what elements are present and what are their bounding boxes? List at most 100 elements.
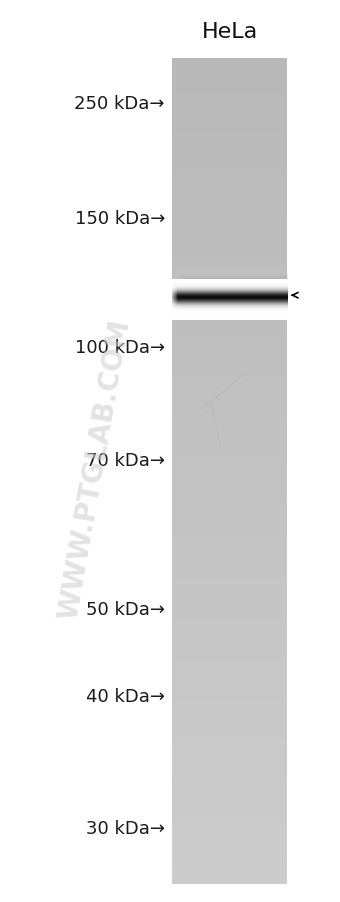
Bar — [172, 587, 287, 589]
Bar — [172, 265, 287, 267]
Bar — [172, 63, 287, 65]
Bar — [172, 490, 287, 492]
Bar — [172, 778, 287, 781]
Bar — [172, 67, 287, 69]
Bar — [172, 826, 287, 828]
Bar — [172, 725, 287, 727]
Bar — [172, 509, 287, 511]
Bar — [172, 558, 287, 560]
Bar — [172, 339, 287, 341]
Bar — [172, 791, 287, 793]
Bar — [172, 298, 287, 300]
Bar — [172, 294, 287, 296]
Bar — [172, 455, 287, 456]
Bar — [172, 642, 287, 645]
Bar — [172, 448, 287, 451]
Bar — [172, 142, 287, 143]
Bar — [172, 603, 287, 605]
Bar — [172, 676, 287, 677]
Bar — [172, 197, 287, 199]
Bar — [172, 286, 287, 288]
Bar — [172, 695, 287, 696]
Bar — [172, 758, 287, 760]
Bar — [172, 354, 287, 355]
Bar — [172, 81, 287, 83]
Bar — [172, 189, 287, 190]
Bar — [172, 139, 287, 141]
Bar — [172, 318, 287, 321]
Bar — [172, 355, 287, 358]
Bar — [172, 182, 287, 185]
Text: 40 kDa→: 40 kDa→ — [86, 687, 165, 705]
Bar — [172, 630, 287, 632]
Bar — [172, 793, 287, 796]
Bar — [172, 480, 287, 482]
Bar — [172, 399, 287, 401]
Bar — [172, 214, 287, 216]
Bar — [172, 729, 287, 732]
Bar — [172, 647, 287, 649]
Bar — [172, 199, 287, 201]
Bar — [172, 291, 287, 294]
Bar — [172, 275, 287, 277]
Bar — [172, 331, 287, 333]
Bar — [172, 374, 287, 376]
Bar — [172, 828, 287, 831]
Bar — [172, 519, 287, 520]
Bar — [172, 637, 287, 639]
Bar — [172, 259, 287, 261]
Bar — [172, 190, 287, 193]
Bar — [172, 764, 287, 767]
Bar — [172, 706, 287, 709]
Bar — [172, 849, 287, 851]
Bar — [172, 205, 287, 207]
Bar — [172, 126, 287, 129]
Bar — [172, 116, 287, 118]
Bar — [172, 290, 287, 291]
Bar — [172, 671, 287, 674]
Bar — [172, 251, 287, 253]
Bar — [172, 506, 287, 509]
Bar — [172, 855, 287, 857]
Bar — [172, 315, 287, 317]
Bar — [172, 820, 287, 822]
Text: 250 kDa→: 250 kDa→ — [74, 95, 165, 113]
Bar — [172, 373, 287, 374]
Bar — [172, 502, 287, 504]
Bar — [172, 176, 287, 179]
Bar — [172, 783, 287, 785]
Bar — [172, 535, 287, 538]
Bar — [172, 853, 287, 855]
Bar — [172, 161, 287, 164]
Bar — [172, 861, 287, 863]
Bar — [172, 273, 287, 275]
Bar — [172, 750, 287, 752]
Bar — [172, 789, 287, 791]
Bar — [172, 833, 287, 834]
Bar — [172, 824, 287, 826]
Bar — [172, 552, 287, 554]
Bar — [172, 657, 287, 659]
Bar — [172, 65, 287, 67]
Bar — [172, 329, 287, 331]
Bar — [172, 234, 287, 236]
Bar — [172, 422, 287, 424]
Bar — [172, 106, 287, 108]
Bar — [172, 172, 287, 174]
Bar — [172, 741, 287, 743]
Bar — [172, 769, 287, 770]
Bar — [172, 796, 287, 797]
Bar — [172, 387, 287, 389]
Bar — [172, 92, 287, 94]
Bar — [172, 818, 287, 820]
Bar — [172, 317, 287, 318]
Bar — [172, 738, 287, 740]
Bar — [172, 253, 287, 254]
Bar — [172, 616, 287, 618]
Bar — [172, 700, 287, 703]
Bar — [172, 517, 287, 519]
Bar — [172, 546, 287, 548]
Bar — [172, 416, 287, 418]
Bar — [172, 321, 287, 323]
Bar — [172, 187, 287, 189]
